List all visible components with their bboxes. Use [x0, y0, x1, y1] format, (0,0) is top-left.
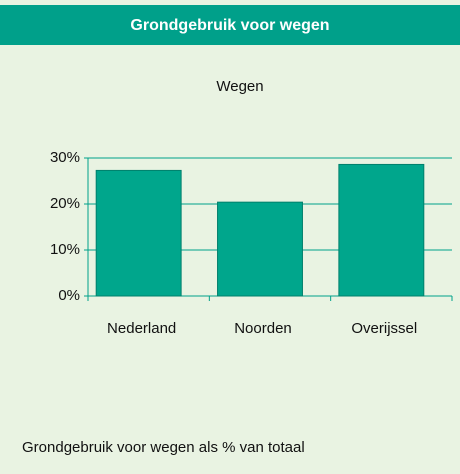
chart-title: Wegen: [216, 78, 263, 95]
y-tick-label: 0%: [58, 287, 80, 304]
x-tick-label: Nederland: [107, 320, 176, 337]
x-tick-label: Noorden: [234, 320, 292, 337]
y-tick-label: 30%: [50, 149, 80, 166]
bar: [217, 201, 303, 297]
header-bar: [0, 5, 460, 45]
x-tick-label: Overijssel: [351, 320, 417, 337]
footnote: Grondgebruik voor wegen als % van totaal: [22, 439, 305, 456]
y-tick-label: 20%: [50, 195, 80, 212]
bar: [338, 163, 425, 297]
bar: [95, 169, 182, 297]
header-title: Grondgebruik voor wegen: [130, 17, 329, 34]
y-tick-label: 10%: [50, 241, 80, 258]
